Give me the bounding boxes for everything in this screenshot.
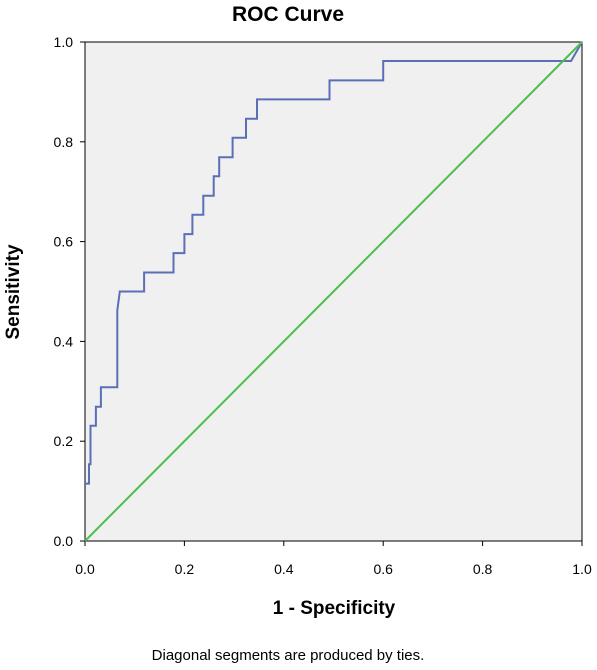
y-axis-label: Sensitivity bbox=[3, 244, 24, 339]
x-tick-label: 1.0 bbox=[572, 561, 592, 577]
axes: 0.0 0.2 0.4 0.6 0.8 1.0 0.0 0.2 0.4 0.6 0.8 1.0 bbox=[54, 34, 592, 577]
x-axis-label: 1 - Specificity bbox=[273, 598, 396, 619]
y-tick-label: 0.0 bbox=[54, 533, 74, 549]
y-tick-label: 0.4 bbox=[54, 333, 74, 349]
footnote: Diagonal segments are produced by ties. bbox=[152, 647, 425, 664]
y-tick-label: 0.8 bbox=[54, 134, 74, 150]
series-layer bbox=[84, 41, 583, 542]
roc-curve-line bbox=[85, 41, 583, 485]
y-tick-label: 0.2 bbox=[54, 433, 74, 449]
chart-title: ROC Curve bbox=[232, 3, 344, 26]
reference-diagonal-line bbox=[84, 41, 583, 542]
y-tick-label: 1.0 bbox=[54, 34, 74, 50]
x-tick-label: 0.0 bbox=[75, 561, 95, 577]
y-tick-label: 0.6 bbox=[54, 234, 74, 250]
x-tick-label: 0.2 bbox=[175, 561, 195, 577]
x-tick-label: 0.6 bbox=[373, 561, 393, 577]
x-tick-label: 0.8 bbox=[473, 561, 493, 577]
x-tick-label: 0.4 bbox=[274, 561, 294, 577]
